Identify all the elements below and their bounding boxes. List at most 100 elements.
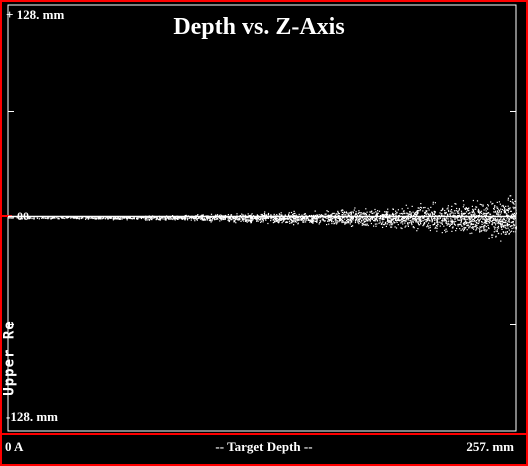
scatter-point xyxy=(243,215,245,217)
scatter-point xyxy=(338,213,340,215)
scatter-point xyxy=(467,225,469,227)
scatter-point xyxy=(251,217,253,219)
scatter-point xyxy=(480,210,483,212)
scatter-point xyxy=(336,213,338,215)
scatter-point xyxy=(255,217,257,220)
scatter-point xyxy=(328,218,330,221)
scatter-point xyxy=(244,214,246,216)
scatter-point xyxy=(495,235,497,237)
scatter-point xyxy=(384,217,387,219)
scatter-point xyxy=(62,217,64,219)
scatter-point xyxy=(376,220,378,222)
scatter-point xyxy=(282,217,284,219)
scatter-point xyxy=(165,218,167,220)
scatter-point xyxy=(290,211,293,214)
scatter-point xyxy=(485,217,487,219)
scatter-point xyxy=(315,215,317,217)
scatter-point xyxy=(464,227,466,229)
scatter-point xyxy=(164,219,166,221)
scatter-point xyxy=(50,218,52,220)
scatter-point xyxy=(454,203,456,205)
scatter-point xyxy=(369,218,371,221)
scatter-point xyxy=(442,209,444,211)
scatter-point xyxy=(370,217,373,219)
scatter-point xyxy=(173,216,175,218)
scatter-point xyxy=(496,229,498,231)
scatter-point xyxy=(457,225,459,227)
scatter-point xyxy=(505,213,508,215)
scatter-point xyxy=(409,213,411,215)
scatter-point xyxy=(364,215,366,217)
scatter-point xyxy=(395,210,397,212)
scatter-point xyxy=(312,217,314,219)
scatter-point xyxy=(460,220,462,222)
scatter-point xyxy=(148,215,150,217)
scatter-point xyxy=(238,218,240,220)
scatter-point xyxy=(437,215,439,217)
scatter-point xyxy=(504,220,506,222)
scatter-point xyxy=(293,214,295,216)
scatter-point xyxy=(352,218,354,220)
scatter-point xyxy=(488,219,490,221)
scatter-point xyxy=(182,218,184,220)
scatter-point xyxy=(306,217,308,219)
scatter-point xyxy=(493,226,495,228)
scatter-point xyxy=(235,222,237,224)
scatter-point xyxy=(426,210,428,212)
scatter-point xyxy=(203,219,205,221)
scatter-point xyxy=(313,216,315,219)
scatter-point xyxy=(75,217,77,219)
scatter-point xyxy=(366,216,368,219)
scatter-point xyxy=(476,206,478,208)
scatter-point xyxy=(488,227,490,230)
scatter-point xyxy=(294,212,296,214)
scatter-point xyxy=(375,225,377,227)
scatter-point xyxy=(338,216,340,218)
scatter-point xyxy=(312,218,314,221)
scatter-point xyxy=(346,216,349,218)
scatter-point xyxy=(341,221,343,224)
scatter-point xyxy=(168,218,170,220)
scatter-point xyxy=(357,220,359,222)
scatter-point xyxy=(212,218,214,220)
scatter-point xyxy=(510,210,512,212)
scatter-point xyxy=(460,215,462,217)
scatter-point xyxy=(309,219,311,221)
scatter-point xyxy=(397,209,399,211)
scatter-point xyxy=(279,214,281,216)
scatter-point xyxy=(418,207,420,209)
scatter-point xyxy=(418,217,420,219)
scatter-point xyxy=(392,219,394,221)
scatter-point xyxy=(503,209,506,211)
scatter-point xyxy=(244,220,247,222)
scatter-point xyxy=(447,205,449,207)
scatter-point xyxy=(514,217,516,219)
scatter-point xyxy=(178,217,180,219)
scatter-point xyxy=(136,217,138,219)
scatter-point xyxy=(140,216,142,218)
scatter-point xyxy=(78,218,80,220)
scatter-point xyxy=(428,222,430,224)
scatter-point xyxy=(492,215,494,217)
scatter-point xyxy=(281,222,283,224)
scatter-point xyxy=(256,218,258,220)
scatter-point xyxy=(362,219,364,221)
scatter-point xyxy=(400,221,403,223)
scatter-point xyxy=(102,217,104,219)
scatter-point xyxy=(347,221,349,223)
scatter-point xyxy=(458,214,460,216)
scatter-point xyxy=(347,220,349,222)
scatter-point xyxy=(399,213,401,215)
scatter-point xyxy=(259,216,261,218)
scatter-point xyxy=(231,218,233,221)
scatter-point xyxy=(241,213,243,215)
scatter-point xyxy=(392,215,394,217)
scatter-point xyxy=(395,217,397,219)
scatter-point xyxy=(436,227,438,229)
scatter-point xyxy=(93,217,95,219)
scatter-point xyxy=(480,227,482,229)
scatter-point xyxy=(232,216,234,218)
scatter-point xyxy=(407,225,409,227)
scatter-point xyxy=(416,230,418,232)
scatter-point xyxy=(382,223,384,226)
